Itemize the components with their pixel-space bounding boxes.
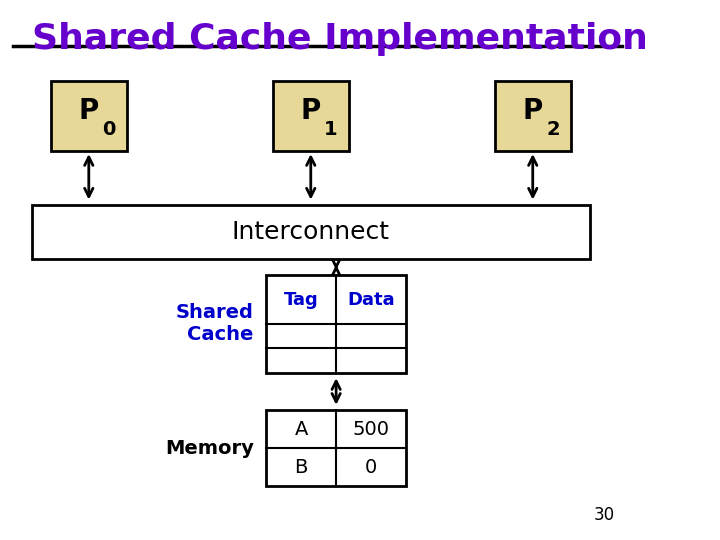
FancyBboxPatch shape: [495, 81, 571, 151]
Text: 2: 2: [546, 120, 560, 139]
Text: 30: 30: [594, 506, 615, 524]
Text: 0: 0: [102, 120, 116, 139]
Text: Shared Cache Implementation: Shared Cache Implementation: [32, 22, 647, 56]
Text: Memory: Memory: [165, 438, 253, 458]
Text: Interconnect: Interconnect: [232, 220, 390, 244]
Text: Shared
Cache: Shared Cache: [176, 303, 253, 345]
FancyBboxPatch shape: [32, 205, 590, 259]
Text: P: P: [523, 97, 543, 125]
Text: 1: 1: [324, 120, 338, 139]
FancyBboxPatch shape: [266, 275, 406, 373]
Text: Tag: Tag: [284, 291, 319, 309]
Text: 500: 500: [353, 420, 390, 439]
Text: B: B: [294, 457, 308, 477]
Text: P: P: [301, 97, 321, 125]
FancyBboxPatch shape: [266, 410, 406, 486]
FancyBboxPatch shape: [273, 81, 348, 151]
Text: 0: 0: [365, 457, 377, 477]
FancyBboxPatch shape: [50, 81, 127, 151]
Text: P: P: [78, 97, 99, 125]
Text: A: A: [294, 420, 308, 439]
Text: Data: Data: [347, 291, 395, 309]
